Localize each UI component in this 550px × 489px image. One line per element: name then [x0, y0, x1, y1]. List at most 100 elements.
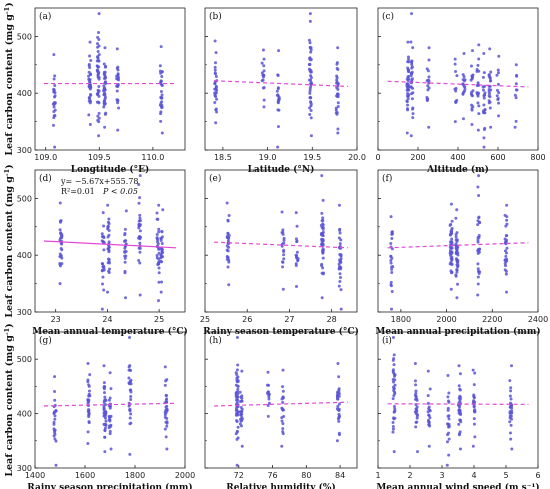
data-point — [157, 227, 161, 231]
data-point — [454, 238, 458, 242]
data-point — [58, 261, 62, 265]
data-point — [407, 68, 411, 72]
data-point — [477, 57, 481, 61]
data-point — [96, 73, 100, 77]
data-point — [102, 62, 106, 66]
data-point — [508, 394, 512, 398]
data-point — [104, 419, 108, 423]
data-point — [235, 400, 239, 404]
data-point — [456, 265, 460, 269]
data-point — [107, 418, 111, 422]
data-point — [58, 220, 62, 224]
data-point — [123, 239, 127, 243]
data-point — [267, 392, 271, 396]
data-point — [411, 112, 415, 116]
data-point — [58, 201, 62, 205]
data-point — [427, 422, 431, 426]
data-point — [281, 228, 285, 232]
data-point — [227, 283, 231, 287]
data-point — [240, 407, 244, 411]
data-point — [281, 407, 285, 411]
data-point — [476, 262, 480, 266]
data-point — [337, 284, 341, 288]
data-point — [138, 261, 142, 265]
data-point — [334, 108, 338, 112]
data-point — [161, 208, 165, 212]
data-point — [52, 429, 56, 433]
data-point — [107, 260, 111, 264]
panel-label: (a) — [39, 11, 51, 22]
data-point — [103, 46, 107, 50]
data-point — [96, 65, 100, 69]
data-point — [458, 430, 462, 434]
points-layer — [389, 174, 509, 311]
data-point — [447, 437, 451, 441]
data-point — [321, 219, 325, 223]
plot-frame — [204, 331, 358, 469]
data-point — [488, 79, 492, 83]
data-point — [449, 271, 453, 275]
y-axis-label-row-2: Leaf carbon content (mg g-1) — [3, 164, 15, 317]
data-point — [450, 227, 454, 231]
data-point — [160, 131, 164, 135]
plot-frame — [377, 331, 539, 469]
data-point — [337, 262, 341, 266]
data-point — [514, 82, 518, 86]
fit-line — [43, 240, 177, 249]
data-point — [476, 275, 480, 279]
data-point — [336, 408, 340, 412]
data-point — [338, 280, 342, 284]
data-point — [453, 57, 457, 61]
data-point — [86, 442, 90, 446]
x-axis-label: Longtitude (°E) — [71, 164, 149, 175]
x-tick-label: 80 — [301, 471, 311, 480]
data-point — [238, 390, 242, 394]
data-point — [309, 108, 313, 112]
data-point — [266, 403, 270, 407]
data-point — [478, 270, 482, 274]
data-point — [127, 368, 131, 372]
data-point — [276, 145, 280, 149]
data-point — [482, 51, 486, 55]
data-point — [157, 271, 161, 275]
data-point — [427, 407, 431, 411]
data-point — [415, 450, 419, 454]
data-point — [427, 75, 431, 79]
data-point — [138, 174, 142, 178]
data-point — [101, 275, 105, 279]
data-point — [117, 78, 121, 82]
data-point — [100, 232, 104, 236]
data-point — [103, 422, 107, 426]
data-point — [455, 74, 459, 78]
data-point — [458, 399, 462, 403]
data-point — [106, 247, 110, 251]
data-point — [338, 266, 342, 270]
data-point — [138, 216, 142, 220]
data-point — [488, 95, 492, 99]
data-point — [335, 439, 339, 443]
data-point — [236, 390, 240, 394]
x-tick-label: 1400 — [25, 471, 45, 480]
data-point — [415, 405, 419, 409]
data-point — [426, 88, 430, 92]
data-point — [503, 213, 507, 217]
data-point — [338, 276, 342, 280]
data-point — [458, 405, 462, 409]
data-point — [411, 91, 415, 95]
data-point — [336, 127, 340, 131]
data-point — [165, 394, 169, 398]
data-point — [160, 84, 164, 88]
data-point — [96, 45, 100, 49]
data-point — [336, 131, 340, 135]
data-point — [472, 405, 476, 409]
data-point — [215, 97, 219, 101]
data-point — [414, 391, 418, 395]
x-tick-label: 26 — [242, 315, 252, 324]
data-point — [335, 395, 339, 399]
y-tick-label: 300 — [17, 464, 32, 473]
data-point — [508, 414, 512, 418]
data-point — [428, 409, 432, 413]
data-point — [260, 61, 264, 65]
y-tick-label: 300 — [17, 308, 32, 317]
panel-label: (e) — [209, 173, 221, 184]
